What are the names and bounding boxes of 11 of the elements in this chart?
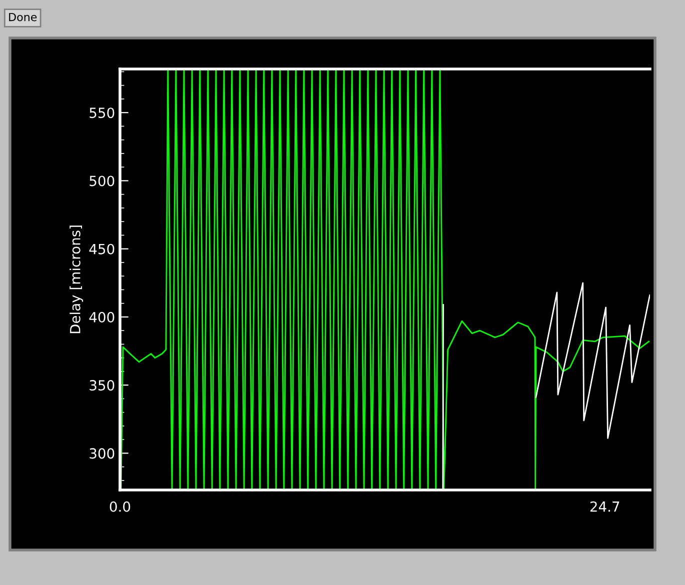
y-tick-label: 350 <box>90 380 114 391</box>
y-axis-title: Delay [microns] <box>70 226 84 334</box>
y-tick-label: 500 <box>90 176 114 186</box>
y-tick-label: 550 <box>90 108 114 118</box>
y-tick-label: 400 <box>89 312 114 322</box>
x-tick-label: 0.0 <box>110 501 130 512</box>
text: Done <box>9 12 37 22</box>
y-tick-label: 300 <box>90 448 114 459</box>
y-tick-label: 450 <box>89 244 114 254</box>
line-series <box>120 69 650 490</box>
x-tick-label: 24.7 <box>590 501 620 512</box>
